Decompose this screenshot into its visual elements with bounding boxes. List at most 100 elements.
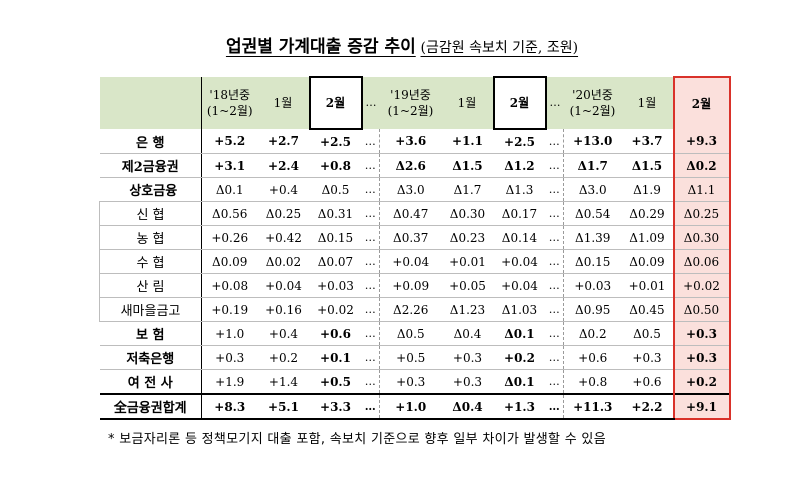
- header-2019-feb: 2월: [492, 76, 547, 130]
- table-row: 은 행 +5.2 +2.7 +2.5… +3.6 +1.1 +2.5… +13.0 +3.7 +9…: [99, 129, 731, 154]
- value-cell: Δ0.29: [621, 201, 674, 226]
- value-cell: Δ0.30: [441, 201, 494, 226]
- header-2019-ytd: '19년중 (1~2월): [379, 77, 442, 129]
- ellipsis-cell: …: [361, 273, 380, 298]
- table-title: 업권별 가계대출 증감 추이 (금감원 속보치 기준, 조원): [0, 32, 804, 57]
- ellipsis-cell: …: [361, 321, 380, 346]
- value-cell: +0.4: [257, 177, 310, 202]
- value-cell: +0.04: [257, 273, 310, 298]
- value-cell: Δ0.1: [493, 369, 546, 395]
- row-label: 수 협: [99, 249, 202, 274]
- value-cell: Δ1.5: [621, 153, 674, 178]
- table-row: 수 협 Δ0.09 Δ0.02 Δ0.07… +0.04 +0.01 +0.04… Δ0.15…: [99, 249, 731, 274]
- value-cell: +0.19: [201, 297, 258, 322]
- value-cell: +0.42: [257, 225, 310, 250]
- total-row: 全금융권합계 +8.3 +5.1 +3.3… +1.0 Δ0.4 +1.3… +11.3 +2.…: [99, 393, 731, 420]
- ellipsis-cell: …: [545, 177, 564, 202]
- table-row: 산 림 +0.08 +0.04 +0.03… +0.09 +0.05 +0.04… +0.03…: [99, 273, 731, 298]
- ellipsis-cell: …: [545, 249, 564, 274]
- value-cell: +11.3: [563, 393, 622, 420]
- value-cell: Δ0.47: [379, 201, 442, 226]
- value-cell: +0.5: [309, 369, 362, 395]
- ellipsis-cell: …: [361, 129, 380, 154]
- loan-table: '18년중 (1~2월) 1월 2월 … '19년중 (1~2월) 1월 2월 … …: [99, 76, 731, 420]
- ellipsis-cell: …: [545, 153, 564, 178]
- row-label: 저축은행: [99, 345, 202, 370]
- value-cell: +5.1: [257, 393, 310, 420]
- value-cell: Δ0.17: [493, 201, 546, 226]
- value-cell: Δ0.1: [201, 177, 258, 202]
- value-cell: +0.03: [563, 273, 622, 298]
- value-cell: +8.3: [201, 393, 258, 420]
- row-label: 은 행: [99, 129, 202, 154]
- ellipsis-cell: …: [545, 129, 564, 154]
- value-cell: +0.6: [621, 369, 674, 395]
- row-label: 농 협: [99, 225, 202, 250]
- value-cell: +2.2: [621, 393, 674, 420]
- value-cell: Δ0.2: [563, 321, 622, 346]
- ellipsis-cell: …: [361, 249, 380, 274]
- title-main: 업권별 가계대출 증감 추이: [225, 37, 416, 57]
- value-cell: +0.3: [441, 369, 494, 395]
- ellipsis-cell: …: [361, 393, 380, 420]
- value-cell: Δ0.54: [563, 201, 622, 226]
- footnote: * 보금자리론 등 정책모기지 대출 포함, 속보치 기준으로 향후 일부 차이…: [108, 432, 606, 447]
- value-cell: +0.3: [379, 369, 442, 395]
- value-cell: Δ1.2: [493, 153, 546, 178]
- value-cell: +0.3: [201, 345, 258, 370]
- value-cell: +1.3: [493, 393, 546, 420]
- value-cell: Δ3.0: [379, 177, 442, 202]
- table-row: 신 협 Δ0.56 Δ0.25 Δ0.31… Δ0.47 Δ0.30 Δ0.17… Δ0.54…: [99, 201, 731, 226]
- value-cell: Δ0.06: [672, 249, 731, 274]
- row-label: 보 험: [99, 321, 202, 346]
- value-cell: +3.1: [201, 153, 258, 178]
- row-label: 상호금융: [99, 177, 202, 202]
- value-cell: +1.4: [257, 369, 310, 395]
- value-cell: Δ0.4: [441, 393, 494, 420]
- value-cell: Δ0.56: [201, 201, 258, 226]
- value-cell: Δ0.02: [257, 249, 310, 274]
- table-row: 농 협 +0.26 +0.42 Δ0.15… Δ0.37 Δ0.23 Δ0.14… Δ1.39…: [99, 225, 731, 250]
- value-cell: Δ0.2: [672, 153, 731, 178]
- value-cell: Δ0.15: [309, 225, 362, 250]
- value-cell: +0.1: [309, 345, 362, 370]
- value-cell: Δ2.6: [379, 153, 442, 178]
- value-cell: +0.04: [493, 273, 546, 298]
- ellipsis-cell: …: [545, 321, 564, 346]
- value-cell: Δ1.09: [621, 225, 674, 250]
- header-ellipsis-1: …: [361, 77, 380, 129]
- value-cell: +0.8: [309, 153, 362, 178]
- value-cell: Δ1.7: [563, 153, 622, 178]
- value-cell: Δ0.50: [672, 297, 731, 322]
- value-cell: +1.0: [201, 321, 258, 346]
- ellipsis-cell: …: [361, 369, 380, 395]
- value-cell: Δ0.25: [257, 201, 310, 226]
- value-cell: +0.02: [309, 297, 362, 322]
- value-cell: Δ3.0: [563, 177, 622, 202]
- value-cell: Δ1.1: [672, 177, 731, 202]
- value-cell: +0.02: [672, 273, 731, 298]
- value-cell: +2.5: [309, 129, 362, 154]
- value-cell: +2.7: [257, 129, 310, 154]
- value-cell: Δ0.31: [309, 201, 362, 226]
- header-ellipsis-2: …: [545, 77, 564, 129]
- row-label: 여 전 사: [99, 369, 202, 395]
- header-2018-feb: 2월: [308, 76, 363, 130]
- value-cell: Δ0.4: [441, 321, 494, 346]
- ellipsis-cell: …: [545, 393, 564, 420]
- row-label: 산 림: [99, 273, 202, 298]
- value-cell: +1.9: [201, 369, 258, 395]
- value-cell: +0.04: [493, 249, 546, 274]
- value-cell: Δ0.23: [441, 225, 494, 250]
- table-row: 여 전 사 +1.9 +1.4 +0.5… +0.3 +0.3 Δ0.1… +0.8 +0.6 +…: [99, 369, 731, 395]
- value-cell: +2.4: [257, 153, 310, 178]
- value-cell: +0.2: [493, 345, 546, 370]
- value-cell: +0.5: [379, 345, 442, 370]
- ellipsis-cell: …: [545, 201, 564, 226]
- header-2018-ytd: '18년중 (1~2월): [201, 77, 258, 129]
- value-cell: Δ0.37: [379, 225, 442, 250]
- value-cell: Δ0.5: [379, 321, 442, 346]
- row-label: 全금융권합계: [99, 393, 202, 420]
- ellipsis-cell: …: [361, 345, 380, 370]
- value-cell: +0.26: [201, 225, 258, 250]
